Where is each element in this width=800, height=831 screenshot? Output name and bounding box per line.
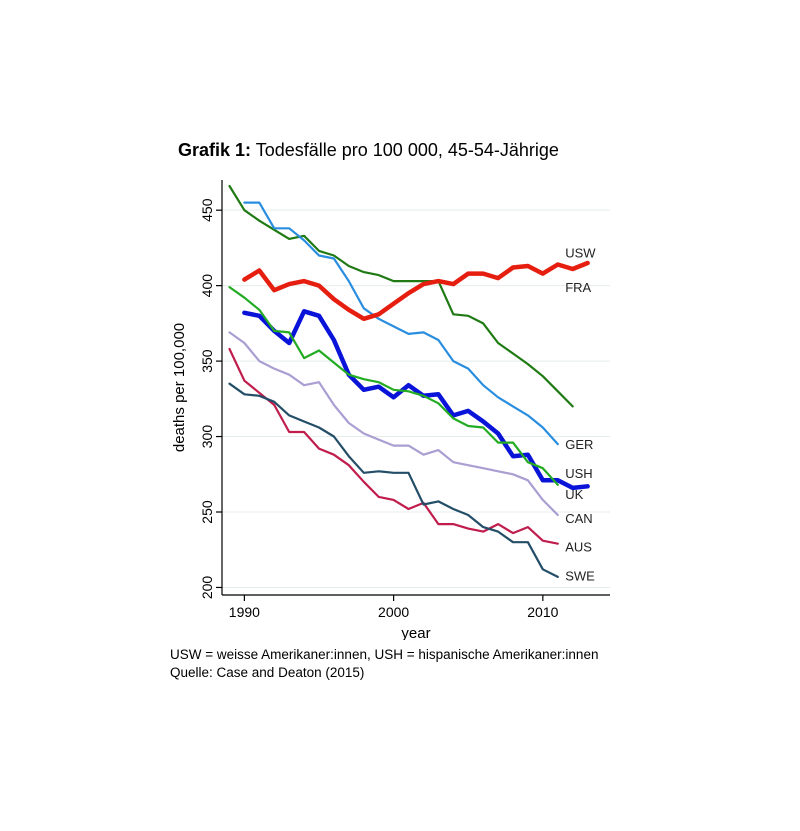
series-line-aus (228, 347, 559, 545)
series-label-aus: AUS (565, 540, 592, 555)
line-chart: 200 250 300 350 400 450 1990 2000 2010 year deaths… (171, 180, 610, 640)
series-label-uk: UK (565, 487, 583, 502)
y-tick-label: 300 (199, 425, 215, 449)
y-tick-label: 450 (199, 198, 215, 222)
source-note: Quelle: Case and Deaton (2015) (170, 665, 365, 680)
chart-title: Grafik 1: Todesfälle pro 100 000, 45-54-… (178, 140, 559, 161)
series-label-swe: SWE (565, 568, 595, 583)
legend-note: USW = weisse Amerikaner:innen, USH = his… (170, 647, 599, 662)
chart-title-text: Todesfälle pro 100 000, 45-54-Jährige (255, 140, 559, 160)
y-tick-label: 400 (199, 274, 215, 298)
chart-title-prefix: Grafik 1: (178, 140, 252, 160)
x-tick-label: 2010 (527, 604, 558, 620)
series-line-fra (228, 184, 574, 408)
series-label-usw: USW (565, 245, 596, 260)
series-label-fra: FRA (565, 280, 591, 295)
y-tick-label: 200 (199, 576, 215, 600)
series-line-ger (243, 201, 559, 446)
y-axis-title: deaths per 100,000 (171, 323, 188, 452)
series-line-can (228, 331, 559, 517)
series-label-ger: GER (565, 437, 593, 452)
y-tick-label: 350 (199, 349, 215, 373)
chart-panel: 200 250 300 350 400 450 1990 2000 2010 year deaths… (170, 170, 622, 670)
series-line-usw (242, 260, 590, 322)
x-tick-label: 1990 (229, 604, 260, 620)
series-line-uk (228, 285, 559, 486)
y-tick-label: 250 (199, 500, 215, 524)
x-axis-title: year (401, 625, 430, 640)
series-line-ush (242, 309, 590, 491)
series-label-can: CAN (565, 511, 592, 526)
series-line-swe (228, 382, 559, 578)
x-tick-label: 2000 (378, 604, 409, 620)
series-label-ush: USH (565, 466, 592, 481)
